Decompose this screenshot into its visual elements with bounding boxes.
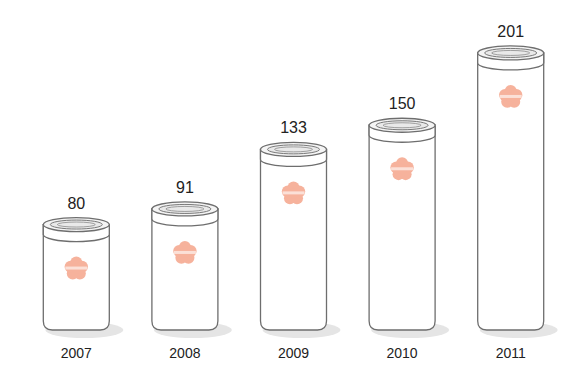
- jar-lid: [152, 202, 218, 216]
- jar-lid-ring: [376, 121, 428, 130]
- flower-band: [283, 191, 305, 194]
- flower-band: [391, 167, 413, 170]
- flower-logo: [499, 85, 522, 108]
- jar-lid-ring: [159, 204, 211, 213]
- labels: 80 2007 91 2008 133 2009 150 2010 201 2011: [61, 23, 526, 361]
- jar-bar: [478, 46, 558, 338]
- jar-lid: [43, 218, 109, 232]
- category-label: 2010: [387, 345, 418, 361]
- chart-svg: 80 2007 91 2008 133 2009 150 2010 201 2011: [0, 0, 579, 385]
- category-label: 2009: [278, 345, 309, 361]
- jar-bar: [152, 202, 232, 338]
- jar-body: [152, 209, 218, 330]
- jar-lid-ring: [57, 222, 95, 227]
- jar-lid: [478, 46, 544, 60]
- flower-logo: [173, 241, 196, 264]
- data-label: 91: [176, 179, 194, 196]
- jar-lid-ring: [268, 145, 320, 154]
- jar-lid-ring: [50, 220, 102, 229]
- flower-band: [174, 251, 196, 254]
- flower-logo: [65, 257, 88, 280]
- data-label: 201: [497, 23, 524, 40]
- category-label: 2007: [61, 345, 92, 361]
- jar-bar: [369, 118, 449, 338]
- jar-lid-ring: [485, 48, 537, 57]
- data-label: 133: [280, 119, 307, 136]
- flower-logo: [282, 181, 305, 204]
- data-label: 80: [67, 195, 85, 212]
- jar-bar: [43, 218, 123, 338]
- flower-logo: [390, 157, 413, 180]
- flower-band: [65, 267, 87, 270]
- jar-bar: [261, 142, 341, 338]
- category-label: 2011: [496, 345, 526, 361]
- data-label: 150: [389, 95, 416, 112]
- jar-lid-ring: [492, 50, 530, 55]
- flower-band: [500, 95, 522, 98]
- jar-lid: [369, 118, 435, 132]
- jar-body: [369, 125, 435, 330]
- jar-lid-ring: [166, 206, 204, 211]
- jar-lid-ring: [383, 123, 421, 128]
- jar-lid: [261, 142, 327, 156]
- category-label: 2008: [169, 345, 200, 361]
- jar-lid-ring: [275, 147, 313, 152]
- marks: [43, 46, 557, 338]
- chart-container: 80 2007 91 2008 133 2009 150 2010 201 2011: [0, 0, 579, 385]
- jar-body: [261, 149, 327, 330]
- jar-body: [43, 225, 109, 330]
- jar-body: [478, 53, 544, 330]
